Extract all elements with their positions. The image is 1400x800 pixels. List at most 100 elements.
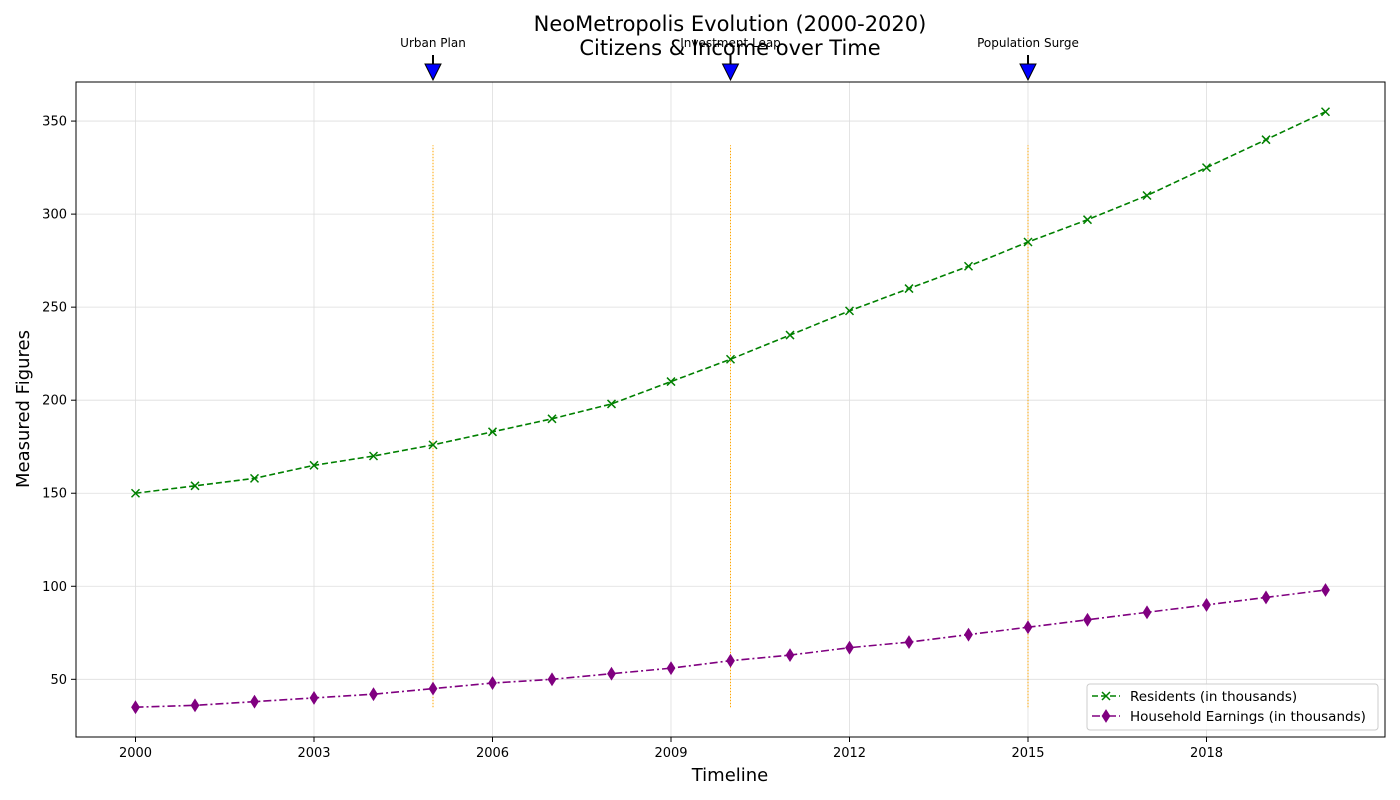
data-point bbox=[428, 681, 438, 696]
data-point bbox=[547, 414, 557, 424]
data-point bbox=[666, 377, 676, 387]
data-point bbox=[606, 399, 617, 409]
marker-x-stroke bbox=[368, 451, 379, 461]
data-point bbox=[190, 481, 200, 491]
data-point bbox=[1202, 597, 1211, 612]
plot-frame bbox=[75, 81, 1386, 738]
data-point bbox=[963, 261, 974, 271]
data-point bbox=[1320, 107, 1331, 117]
event-lines bbox=[432, 145, 1029, 708]
y-tick-label: 150 bbox=[42, 487, 67, 502]
marker-x-stroke bbox=[487, 427, 498, 437]
y-tick-label: 300 bbox=[42, 208, 67, 223]
data-point bbox=[666, 661, 676, 676]
annotation-label: Investment Leap bbox=[680, 36, 781, 50]
marker-x-stroke bbox=[428, 440, 438, 450]
marker-x-stroke bbox=[606, 399, 617, 409]
data-point bbox=[487, 427, 498, 437]
x-tick-label: 2003 bbox=[297, 746, 330, 761]
legend-entries: Residents (in thousands) Household Earnin… bbox=[1092, 689, 1366, 725]
data-point bbox=[1082, 215, 1093, 225]
data-point bbox=[785, 330, 795, 340]
data-point bbox=[1261, 135, 1271, 145]
data-point bbox=[1023, 237, 1033, 247]
data-point bbox=[1142, 190, 1152, 201]
annotation-label: Urban Plan bbox=[400, 36, 466, 50]
marker-x-stroke bbox=[963, 261, 974, 271]
data-point bbox=[131, 700, 140, 715]
data-point bbox=[309, 460, 319, 470]
x-tick-label: 2009 bbox=[654, 746, 687, 761]
legend-label: Residents (in thousands) bbox=[1130, 689, 1297, 705]
data-point bbox=[785, 648, 795, 663]
data-point bbox=[309, 690, 319, 705]
data-point bbox=[1201, 163, 1212, 173]
data-point bbox=[547, 672, 557, 687]
marker-x-stroke bbox=[249, 473, 260, 483]
y-tick-label: 50 bbox=[50, 673, 67, 688]
marker-x-stroke bbox=[844, 306, 855, 316]
x-tick-label: 2012 bbox=[833, 746, 866, 761]
marker-x-stroke bbox=[1320, 107, 1331, 117]
annotation-arrow-head bbox=[424, 63, 442, 82]
marker-x-stroke bbox=[1101, 691, 1111, 701]
chart-title-line2: Citizens & Income over Time bbox=[579, 36, 880, 60]
data-point bbox=[368, 451, 379, 461]
data-point bbox=[904, 635, 914, 650]
y-tick-label: 200 bbox=[42, 394, 67, 409]
data-point bbox=[428, 440, 438, 450]
annotation-arrow-head bbox=[1019, 63, 1037, 82]
series-layer bbox=[130, 107, 1331, 715]
data-point bbox=[1321, 583, 1330, 597]
legend-marker bbox=[1101, 691, 1111, 701]
marker-x-stroke bbox=[1082, 215, 1093, 225]
data-point bbox=[1023, 620, 1033, 635]
marker-x-stroke bbox=[904, 284, 914, 294]
annotations: Urban Plan Investment Leap Population Surg… bbox=[400, 36, 1079, 82]
data-point bbox=[190, 698, 200, 713]
y-tick-label: 250 bbox=[42, 301, 67, 316]
data-point bbox=[845, 640, 854, 655]
x-axis-label: Timeline bbox=[691, 765, 769, 786]
legend-box bbox=[1086, 683, 1379, 731]
x-tick-label: 2015 bbox=[1011, 746, 1044, 761]
data-point bbox=[1142, 605, 1152, 620]
marker-x-stroke bbox=[1142, 190, 1152, 201]
x-tick-label: 2000 bbox=[119, 746, 152, 761]
x-tick-label: 2006 bbox=[476, 746, 509, 761]
data-point bbox=[249, 473, 260, 483]
marker-x-stroke bbox=[725, 354, 736, 364]
legend: Residents (in thousands) Household Earnin… bbox=[1086, 683, 1379, 731]
data-point bbox=[250, 694, 259, 709]
series-1 bbox=[131, 583, 1330, 715]
data-point bbox=[607, 666, 616, 681]
marker-x-stroke bbox=[190, 481, 200, 491]
marker-x-stroke bbox=[1023, 237, 1033, 247]
data-point bbox=[130, 488, 141, 498]
data-point bbox=[725, 354, 736, 364]
data-point bbox=[369, 687, 378, 702]
data-point bbox=[844, 306, 855, 316]
series-0 bbox=[130, 107, 1331, 498]
series-line bbox=[135, 111, 1326, 495]
marker-x-stroke bbox=[1201, 163, 1212, 173]
ticks: 2000 2003 2006 2009 2012 2015 2018 50 100 150 200 2… bbox=[42, 115, 1223, 761]
annotation-label: Population Surge bbox=[977, 36, 1079, 50]
chart-title-line1: NeoMetropolis Evolution (2000-2020) bbox=[534, 12, 927, 36]
marker-x-stroke bbox=[130, 488, 141, 498]
marker-x-stroke bbox=[785, 330, 795, 340]
data-point bbox=[904, 284, 914, 294]
data-point bbox=[488, 676, 497, 690]
annotation-arrow-head bbox=[721, 63, 740, 82]
legend-marker bbox=[1101, 709, 1111, 723]
marker-x-stroke bbox=[309, 460, 319, 470]
data-point bbox=[1261, 590, 1271, 605]
y-tick-label: 100 bbox=[42, 580, 67, 595]
marker-x-stroke bbox=[547, 414, 557, 424]
data-point bbox=[964, 627, 973, 642]
x-tick-label: 2018 bbox=[1190, 746, 1223, 761]
data-point bbox=[726, 653, 735, 668]
y-tick-label: 350 bbox=[42, 115, 67, 130]
data-point bbox=[1083, 612, 1092, 627]
